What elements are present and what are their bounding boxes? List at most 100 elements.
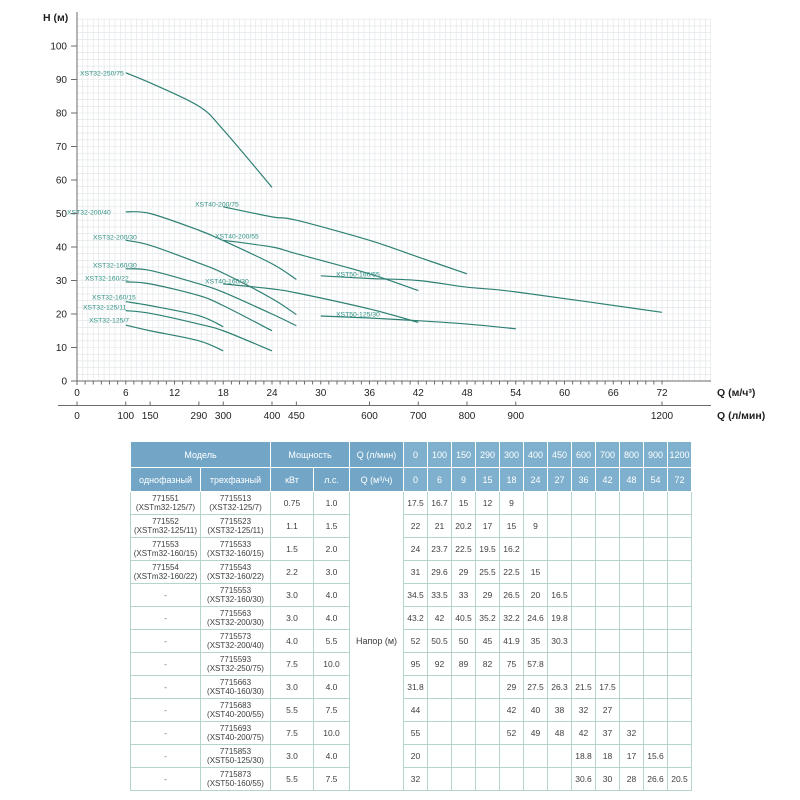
head-value-cell — [451, 721, 476, 745]
head-value-cell — [427, 698, 452, 722]
head-value-cell: 25.5 — [475, 560, 500, 584]
power-kw-cell: 3.0 — [270, 606, 314, 630]
head-value-cell — [571, 606, 596, 630]
head-value-cell — [571, 491, 596, 515]
model-name: (XSTm32-125/11) — [134, 526, 197, 535]
power-hp-cell: 1.5 — [313, 514, 350, 538]
head-value-cell — [571, 560, 596, 584]
head-value-cell: 20.5 — [667, 767, 692, 791]
head-value-cell: 21 — [427, 514, 452, 538]
model-code: 7715853 — [219, 746, 252, 756]
header-hp: л.с. — [313, 467, 350, 492]
x-axis-title-lmin: Q (л/мин) — [717, 410, 765, 422]
model-three-cell: 7715523 (XST32-125/11) — [200, 514, 271, 538]
header-flow-m3h: 27 — [547, 467, 572, 492]
header-flow-lmin: 400 — [523, 441, 548, 468]
curve-label: XST32-250/75 — [80, 70, 124, 77]
model-name: (XST50-160/55) — [207, 779, 264, 788]
specification-table: Модель Мощность Q (л/мин) 0 100 150 290 300 400 4… — [130, 441, 692, 791]
curve-label: XST32-160/30 — [93, 262, 137, 269]
model-code: 7715573 — [219, 631, 252, 641]
head-value-cell — [475, 721, 500, 745]
pump-curves: XST32-250/75 XST32-200/40 XST32-200/30 XST3… — [67, 70, 663, 352]
x-tick-label-m3h: 30 — [315, 388, 327, 399]
header-flow-lmin: 450 — [547, 441, 572, 468]
head-value-cell: 19.5 — [475, 537, 500, 561]
head-value-cell — [427, 767, 452, 791]
head-value-cell: 23.7 — [427, 537, 452, 561]
model-code: 771554 — [152, 562, 179, 572]
head-value-cell: 22 — [403, 514, 428, 538]
x-tick-label-lmin: 290 — [191, 411, 208, 422]
header-q-m3h: Q (м³/ч) — [349, 467, 404, 492]
model-three-cell: 7715663 (XST40-160/30) — [200, 675, 271, 699]
model-code: 7715593 — [219, 654, 252, 664]
x-tick-label-lmin: 450 — [288, 411, 305, 422]
header-flow-m3h: 54 — [643, 467, 668, 492]
header-flow-lmin: 700 — [595, 441, 620, 468]
head-value-cell — [643, 560, 668, 584]
head-value-cell: 75 — [499, 652, 524, 676]
head-value-cell: 41.9 — [499, 629, 524, 653]
head-value-cell: 27.5 — [523, 675, 548, 699]
header-flow-m3h: 48 — [619, 467, 644, 492]
curve-label: XST32-200/40 — [67, 209, 111, 216]
head-value-cell: 35 — [523, 629, 548, 653]
model-single-cell: 771552 (XSTm32-125/11) — [130, 514, 201, 538]
head-value-cell — [667, 744, 692, 768]
model-name: (XST50-125/30) — [207, 756, 264, 765]
pump-curve — [125, 301, 224, 328]
head-value-cell — [643, 537, 668, 561]
head-value-cell — [451, 698, 476, 722]
head-value-cell: 31 — [403, 560, 428, 584]
model-name: (XST32-125/11) — [207, 526, 264, 535]
head-value-cell — [427, 744, 452, 768]
power-hp-cell: 5.5 — [313, 629, 350, 653]
head-value-cell — [595, 560, 620, 584]
head-value-cell — [427, 675, 452, 699]
x-tick-label-lmin: 0 — [74, 411, 80, 422]
model-single-cell: 771551 (XSTm32-125/7) — [130, 491, 201, 515]
head-value-cell: 24.6 — [523, 606, 548, 630]
head-value-cell: 22.5 — [499, 560, 524, 584]
head-value-cell: 40.5 — [451, 606, 476, 630]
head-value-cell: 16.2 — [499, 537, 524, 561]
x-tick-label-m3h: 72 — [656, 388, 668, 399]
header-flow-lmin: 100 — [427, 441, 452, 468]
header-flow-lmin: 800 — [619, 441, 644, 468]
head-value-cell: 16.7 — [427, 491, 452, 515]
head-value-cell: 9 — [523, 514, 548, 538]
head-value-cell — [571, 514, 596, 538]
power-kw-cell: 7.5 — [270, 721, 314, 745]
model-three-cell: 7715683 (XST40-200/55) — [200, 698, 271, 722]
y-tick-label: 0 — [61, 377, 67, 388]
chart-tick-labels: 0 10 20 30 40 50 60 70 80 90 100 0 6 12 18 24 30 36 42 48 54… — [50, 42, 673, 423]
header-flow-m3h: 0 — [403, 467, 428, 492]
head-value-cell — [643, 606, 668, 630]
model-single-cell: - — [130, 767, 201, 791]
head-value-cell — [643, 514, 668, 538]
header-flow-m3h: 15 — [475, 467, 500, 492]
header-flow-m3h: 9 — [451, 467, 476, 492]
model-three-cell: 7715513 (XST32-125/7) — [200, 491, 271, 515]
power-hp-cell: 3.0 — [313, 560, 350, 584]
x-tick-label-m3h: 36 — [364, 388, 376, 399]
head-value-cell — [475, 744, 500, 768]
x-tick-label-lmin: 900 — [507, 411, 524, 422]
model-name: (XST32-160/22) — [207, 572, 264, 581]
head-value-cell: 29 — [451, 560, 476, 584]
model-name: (XSTm32-125/7) — [135, 503, 196, 512]
y-tick-label: 30 — [56, 276, 68, 287]
head-value-cell: 12 — [475, 491, 500, 515]
x-tick-label-lmin: 150 — [142, 411, 159, 422]
table-header-row: однофазный трехфазный кВт л.с. Q (м³/ч) 0 6 9 15… — [130, 467, 692, 492]
head-value-cell: 34.5 — [403, 583, 428, 607]
model-single-cell: - — [130, 583, 201, 607]
model-name: (XST32-125/7) — [209, 503, 262, 512]
x-tick-label-m3h: 48 — [461, 388, 473, 399]
head-value-cell — [595, 583, 620, 607]
head-value-cell: 92 — [427, 652, 452, 676]
model-code: 7715543 — [219, 562, 252, 572]
head-value-cell: 15 — [451, 491, 476, 515]
power-hp-cell: 4.0 — [313, 744, 350, 768]
